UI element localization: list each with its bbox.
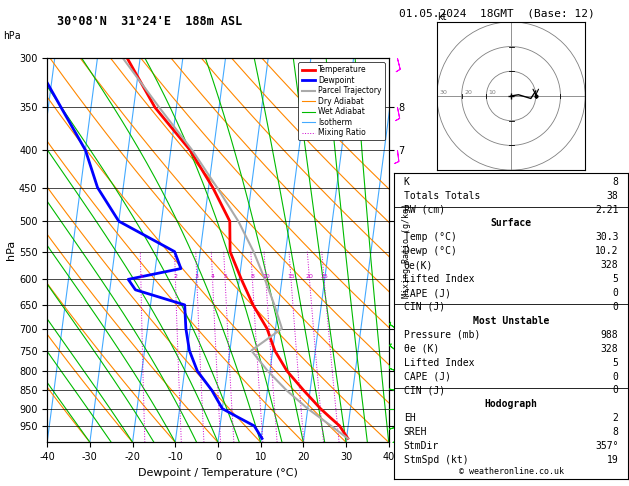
Text: 328: 328: [601, 260, 618, 270]
Text: CIN (J): CIN (J): [404, 385, 445, 396]
Text: Most Unstable: Most Unstable: [473, 316, 549, 326]
Text: 30.3: 30.3: [595, 232, 618, 243]
Text: 5: 5: [223, 275, 227, 279]
Text: EH: EH: [404, 413, 416, 423]
Text: 30: 30: [440, 89, 447, 94]
Text: 988: 988: [601, 330, 618, 340]
Text: © weatheronline.co.uk: © weatheronline.co.uk: [459, 467, 564, 476]
Text: Lifted Index: Lifted Index: [404, 274, 474, 284]
Text: 0: 0: [613, 288, 618, 298]
Text: K: K: [404, 177, 409, 187]
Text: PW (cm): PW (cm): [404, 205, 445, 214]
Text: 10.2: 10.2: [595, 246, 618, 256]
Legend: Temperature, Dewpoint, Parcel Trajectory, Dry Adiabat, Wet Adiabat, Isotherm, Mi: Temperature, Dewpoint, Parcel Trajectory…: [299, 62, 385, 140]
Text: 10: 10: [262, 275, 270, 279]
Text: hPa: hPa: [3, 31, 21, 41]
Text: CIN (J): CIN (J): [404, 302, 445, 312]
Text: 10: 10: [489, 89, 496, 94]
Text: 15: 15: [287, 275, 295, 279]
Text: 20: 20: [306, 275, 313, 279]
Text: θe (K): θe (K): [404, 344, 439, 354]
Text: 20: 20: [464, 89, 472, 94]
Text: 3: 3: [195, 275, 199, 279]
Text: 2.21: 2.21: [595, 205, 618, 214]
Text: Dewp (°C): Dewp (°C): [404, 246, 457, 256]
Y-axis label: hPa: hPa: [6, 240, 16, 260]
Text: Totals Totals: Totals Totals: [404, 191, 480, 201]
Text: θe(K): θe(K): [404, 260, 433, 270]
Text: 328: 328: [601, 344, 618, 354]
Text: Mixing Ratio (g/kg): Mixing Ratio (g/kg): [402, 203, 411, 298]
Text: Lifted Index: Lifted Index: [404, 358, 474, 367]
Text: 2: 2: [174, 275, 177, 279]
Text: SREH: SREH: [404, 427, 427, 437]
Text: 01.05.2024  18GMT  (Base: 12): 01.05.2024 18GMT (Base: 12): [399, 9, 595, 18]
Text: 0: 0: [613, 385, 618, 396]
Text: 8: 8: [250, 275, 254, 279]
Text: 357°: 357°: [595, 441, 618, 451]
Text: StmDir: StmDir: [404, 441, 439, 451]
Text: 1: 1: [139, 275, 143, 279]
Text: StmSpd (kt): StmSpd (kt): [404, 455, 469, 465]
X-axis label: Dewpoint / Temperature (°C): Dewpoint / Temperature (°C): [138, 468, 298, 478]
Text: 8: 8: [613, 427, 618, 437]
Text: 5: 5: [613, 358, 618, 367]
Text: 0: 0: [613, 302, 618, 312]
Text: Hodograph: Hodograph: [484, 399, 538, 409]
Text: LCL: LCL: [417, 348, 433, 357]
Text: kt: kt: [437, 12, 447, 22]
Text: 30°08'N  31°24'E  188m ASL: 30°08'N 31°24'E 188m ASL: [57, 16, 242, 28]
Text: 38: 38: [606, 191, 618, 201]
Text: Surface: Surface: [491, 219, 532, 228]
Text: 19: 19: [606, 455, 618, 465]
Text: 0: 0: [613, 371, 618, 382]
Text: 25: 25: [320, 275, 328, 279]
Text: 2: 2: [613, 413, 618, 423]
Text: 4: 4: [211, 275, 214, 279]
Text: 8: 8: [613, 177, 618, 187]
Text: CAPE (J): CAPE (J): [404, 371, 451, 382]
Text: Temp (°C): Temp (°C): [404, 232, 457, 243]
Text: 5: 5: [613, 274, 618, 284]
Y-axis label: km
ASL: km ASL: [408, 241, 429, 260]
Text: Pressure (mb): Pressure (mb): [404, 330, 480, 340]
Text: CAPE (J): CAPE (J): [404, 288, 451, 298]
